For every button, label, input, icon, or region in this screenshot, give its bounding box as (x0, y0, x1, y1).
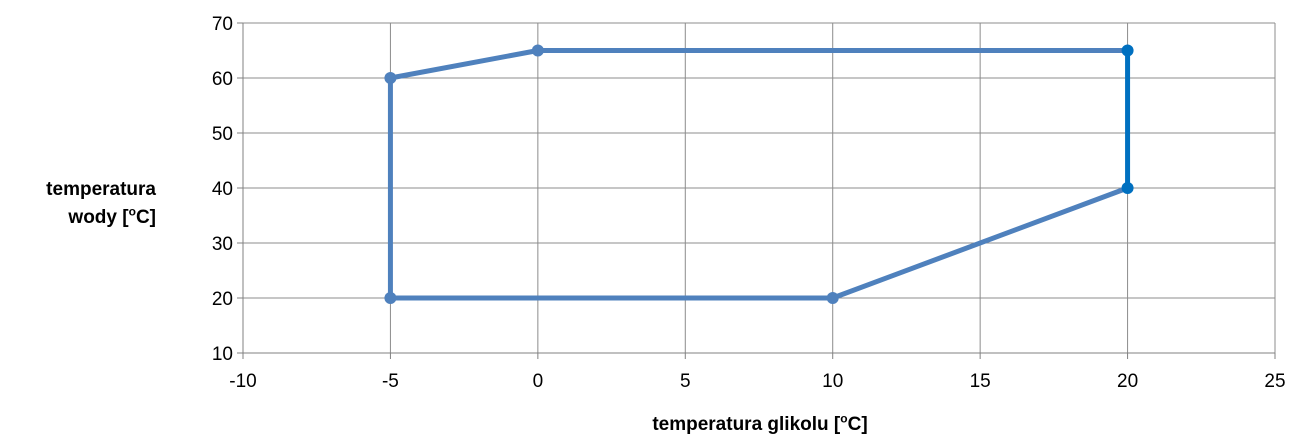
y-tick-label: 20 (212, 289, 233, 310)
x-axis-label: temperatura glikolu [oC] (520, 413, 1000, 437)
y-tick-label: 60 (212, 69, 233, 90)
x-tick-label: 10 (822, 371, 843, 392)
y-axis-label: temperatura wody [oC] (0, 176, 156, 232)
series-segment (830, 185, 1131, 301)
y-tick-label: 50 (212, 124, 233, 145)
x-axis-label-degree: o (840, 411, 848, 426)
axes (237, 22, 1276, 359)
data-point (826, 292, 839, 304)
y-axis-label-prefix: wody [ (68, 207, 129, 228)
y-tick-label: 10 (212, 344, 233, 365)
y-tick-label: 40 (212, 179, 233, 200)
data-point (1121, 44, 1134, 57)
x-tick-label: -10 (229, 371, 256, 392)
x-axis-label-suffix: C] (847, 414, 868, 435)
x-tick-label: 5 (680, 371, 691, 392)
data-point (1121, 182, 1134, 194)
x-axis-label-prefix: temperatura glikolu [ (652, 414, 841, 435)
y-axis-label-degree: o (128, 204, 136, 219)
tick-labels: 10 20 30 40 50 60 70 -10 -5 0 5 10 15 20 25 (212, 14, 1286, 392)
grid-lines (242, 22, 1276, 354)
x-tick-label: 15 (970, 371, 991, 392)
series-segment (387, 48, 541, 81)
y-tick-label: 30 (212, 234, 233, 255)
y-axis-label-suffix: C] (135, 207, 156, 228)
x-tick-label: 0 (533, 371, 544, 392)
data-series (384, 44, 1134, 304)
y-tick-label: 70 (212, 14, 233, 35)
data-point (531, 44, 544, 57)
y-axis-label-line2: wody [oC] (0, 204, 156, 232)
x-tick-label: -5 (382, 371, 399, 392)
data-point (384, 292, 397, 304)
data-point (384, 72, 397, 84)
y-axis-label-line1: temperatura (46, 179, 156, 200)
x-tick-label: 20 (1117, 371, 1138, 392)
x-tick-label: 25 (1264, 371, 1285, 392)
